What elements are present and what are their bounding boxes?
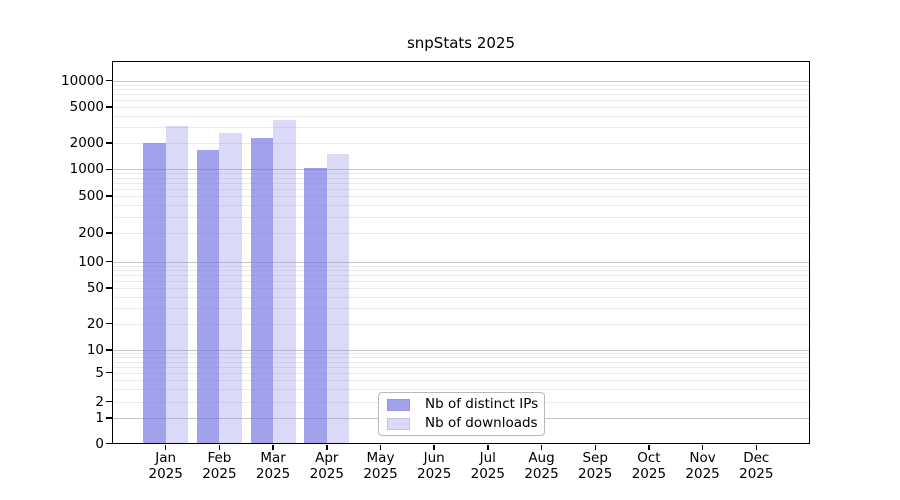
- gridline-minor: [112, 216, 810, 218]
- gridline-minor: [112, 281, 810, 282]
- gridline-minor: [112, 296, 810, 298]
- gridline-minor: [112, 270, 810, 271]
- y-tick-label: 2: [95, 393, 104, 410]
- gridline-major: [112, 169, 810, 171]
- gridline-minor: [112, 115, 810, 117]
- y-tick-label: 10: [86, 342, 104, 358]
- x-tick-label: Jun 2025: [417, 450, 452, 482]
- legend-item-distinct-ips: Nb of distinct IPs: [387, 397, 544, 412]
- x-tick-mark: [648, 444, 650, 450]
- gridline-minor: [112, 288, 810, 289]
- legend: Nb of distinct IPs Nb of downloads: [378, 392, 545, 436]
- gridline-minor: [112, 173, 810, 175]
- x-tick-mark: [594, 444, 596, 450]
- gridline-minor: [112, 94, 810, 96]
- chart-title: snpStats 2025: [406, 34, 516, 52]
- gridline-minor: [112, 372, 810, 374]
- y-tick-label: 2000: [69, 134, 104, 151]
- legend-label-distinct-ips: Nb of distinct IPs: [425, 396, 539, 412]
- y-tick-label: 5000: [69, 98, 104, 115]
- x-tick-mark: [164, 444, 167, 450]
- y-tick-label: 100: [78, 253, 104, 270]
- gridline-minor: [112, 106, 810, 108]
- gridline-minor: [112, 265, 810, 267]
- gridline-major: [112, 350, 810, 351]
- x-tick-mark: [540, 444, 543, 450]
- bar-downloads-apr: [326, 154, 350, 444]
- gridline-minor: [112, 307, 810, 309]
- bars-layer: [112, 61, 810, 444]
- y-tick-label: 200: [78, 225, 104, 241]
- gridline-minor: [112, 323, 810, 325]
- bar-distinct-ips-mar: [250, 138, 274, 444]
- gridline-minor: [112, 357, 810, 359]
- bar-downloads-feb: [219, 132, 242, 444]
- gridline-minor: [112, 89, 810, 90]
- x-tick-mark: [218, 444, 221, 450]
- x-tick-label: Nov 2025: [685, 450, 720, 482]
- x-tick-mark: [272, 444, 274, 450]
- gridline-minor: [112, 353, 810, 355]
- y-tick-label: 20: [86, 315, 104, 332]
- y-tick-label: 0: [95, 435, 104, 452]
- x-tick-label: Dec 2025: [739, 450, 774, 482]
- y-tick-label: 1000: [69, 161, 104, 178]
- gridline-minor: [112, 142, 810, 144]
- x-tick-label: Apr 2025: [309, 450, 344, 482]
- legend-item-downloads: Nb of downloads: [387, 416, 544, 431]
- x-tick-label: Oct 2025: [631, 450, 667, 482]
- x-tick-mark: [326, 444, 328, 450]
- y-tick-label: 10000: [61, 72, 104, 89]
- x-tick-label: Sep 2025: [578, 450, 613, 482]
- x-tick-mark: [379, 444, 382, 450]
- x-tick-label: Jul 2025: [470, 450, 505, 482]
- x-tick-mark: [755, 444, 758, 450]
- y-tick-label: 5: [95, 364, 104, 381]
- x-tick-mark: [433, 444, 435, 450]
- gridline-minor: [112, 177, 810, 179]
- y-tick-label: 1: [95, 410, 104, 426]
- gridline-major: [112, 261, 810, 263]
- legend-label-downloads: Nb of downloads: [425, 415, 538, 431]
- gridline-minor: [112, 100, 810, 101]
- bar-downloads-mar: [273, 119, 296, 444]
- gridline-minor: [112, 388, 810, 390]
- gridline-minor: [112, 366, 810, 368]
- x-tick-label: Jan 2025: [148, 450, 183, 482]
- legend-swatch-distinct-ips-icon: [387, 398, 410, 411]
- bar-downloads-jan: [165, 125, 189, 444]
- bar-distinct-ips-feb: [196, 150, 220, 444]
- y-tick-label: 50: [86, 280, 104, 296]
- gridline-minor: [112, 183, 810, 184]
- gridline-minor: [112, 379, 810, 381]
- gridline-minor: [112, 196, 810, 197]
- gridlines-layer: [112, 61, 810, 444]
- gridline-minor: [112, 233, 810, 234]
- legend-swatch-downloads-icon: [387, 417, 410, 430]
- gridline-minor: [112, 84, 810, 86]
- x-tick-label: May 2025: [363, 450, 398, 482]
- bar-distinct-ips-apr: [304, 168, 327, 444]
- bar-distinct-ips-jan: [143, 143, 166, 444]
- x-tick-label: Aug 2025: [524, 450, 559, 482]
- gridline-minor: [112, 189, 810, 190]
- gridline-minor: [112, 275, 810, 277]
- y-tick-label: 500: [78, 188, 104, 204]
- gridline-major: [112, 80, 810, 82]
- gridline-minor: [112, 361, 810, 363]
- x-tick-mark: [701, 444, 704, 450]
- gridline-minor: [112, 205, 810, 206]
- gridline-minor: [112, 126, 810, 128]
- x-tick-mark: [487, 444, 489, 450]
- x-tick-label: Feb 2025: [202, 450, 237, 482]
- x-tick-label: Mar 2025: [255, 450, 291, 482]
